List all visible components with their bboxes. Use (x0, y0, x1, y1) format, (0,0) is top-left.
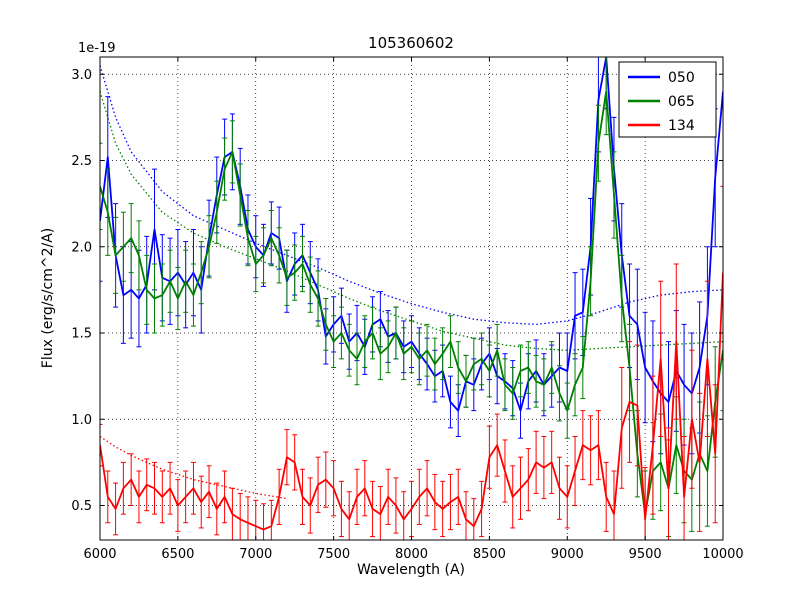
chart-title: 105360602 (368, 34, 454, 52)
model-curve-065-model (100, 91, 723, 351)
x-tick-label: 6000 (83, 547, 116, 562)
x-axis-label: Wavelength (A) (357, 562, 465, 578)
y-axis-label: Flux (erg/s/cm^2/A) (40, 228, 56, 368)
series-line-065 (100, 90, 723, 515)
series-line-134 (100, 272, 723, 531)
legend: 050 065 134 (618, 61, 717, 138)
x-tick-label: 9500 (629, 547, 662, 562)
tick-labels: 6000 6500 7000 7500 8000 8500 9000 9500 10000 0.5… (71, 68, 743, 562)
y-tick-label: 1.0 (71, 413, 92, 428)
y-axis-offset-text: 1e-19 (78, 41, 116, 56)
series-134 (100, 185, 723, 540)
x-tick-label: 8500 (473, 547, 506, 562)
y-tick-label: 3.0 (71, 68, 92, 83)
x-tick-label: 9000 (551, 547, 584, 562)
axis-ticks (99, 57, 724, 540)
x-tick-label: 8000 (395, 547, 428, 562)
y-tick-label: 2.5 (71, 154, 92, 169)
x-tick-label: 10000 (702, 547, 743, 562)
x-tick-label: 7500 (317, 547, 350, 562)
legend-label-134: 134 (668, 118, 695, 134)
model-curve-050-model (100, 65, 723, 326)
x-tick-label: 7000 (239, 547, 272, 562)
legend-label-050: 050 (668, 70, 695, 86)
y-tick-label: 2.0 (71, 240, 92, 255)
y-tick-label: 1.5 (71, 327, 92, 342)
plot-area (100, 57, 723, 540)
x-tick-label: 6500 (161, 547, 194, 562)
y-tick-label: 0.5 (71, 499, 92, 514)
legend-label-065: 065 (668, 94, 695, 110)
